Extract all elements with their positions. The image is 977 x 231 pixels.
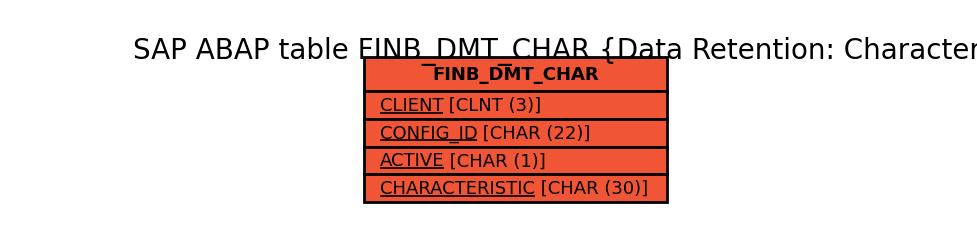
Bar [364,119,667,147]
Text: [CHAR (30)]: [CHAR (30)] [534,179,648,197]
Text: ACTIVE: ACTIVE [380,152,445,170]
Bar [364,174,667,202]
Bar [364,58,667,92]
Text: [CHAR (22)]: [CHAR (22)] [478,124,591,142]
Text: [CLNT (3)]: [CLNT (3)] [444,97,541,115]
Text: SAP ABAP table FINB_DMT_CHAR {Data Retention: Characteristics}: SAP ABAP table FINB_DMT_CHAR {Data Reten… [134,37,977,66]
Bar [364,147,667,174]
Text: [CHAR (1)]: [CHAR (1)] [445,152,546,170]
Text: CLIENT: CLIENT [380,97,444,115]
Text: CONFIG_ID: CONFIG_ID [380,124,478,142]
Bar [364,92,667,119]
Text: FINB_DMT_CHAR: FINB_DMT_CHAR [433,66,599,84]
Text: CHARACTERISTIC: CHARACTERISTIC [380,179,534,197]
